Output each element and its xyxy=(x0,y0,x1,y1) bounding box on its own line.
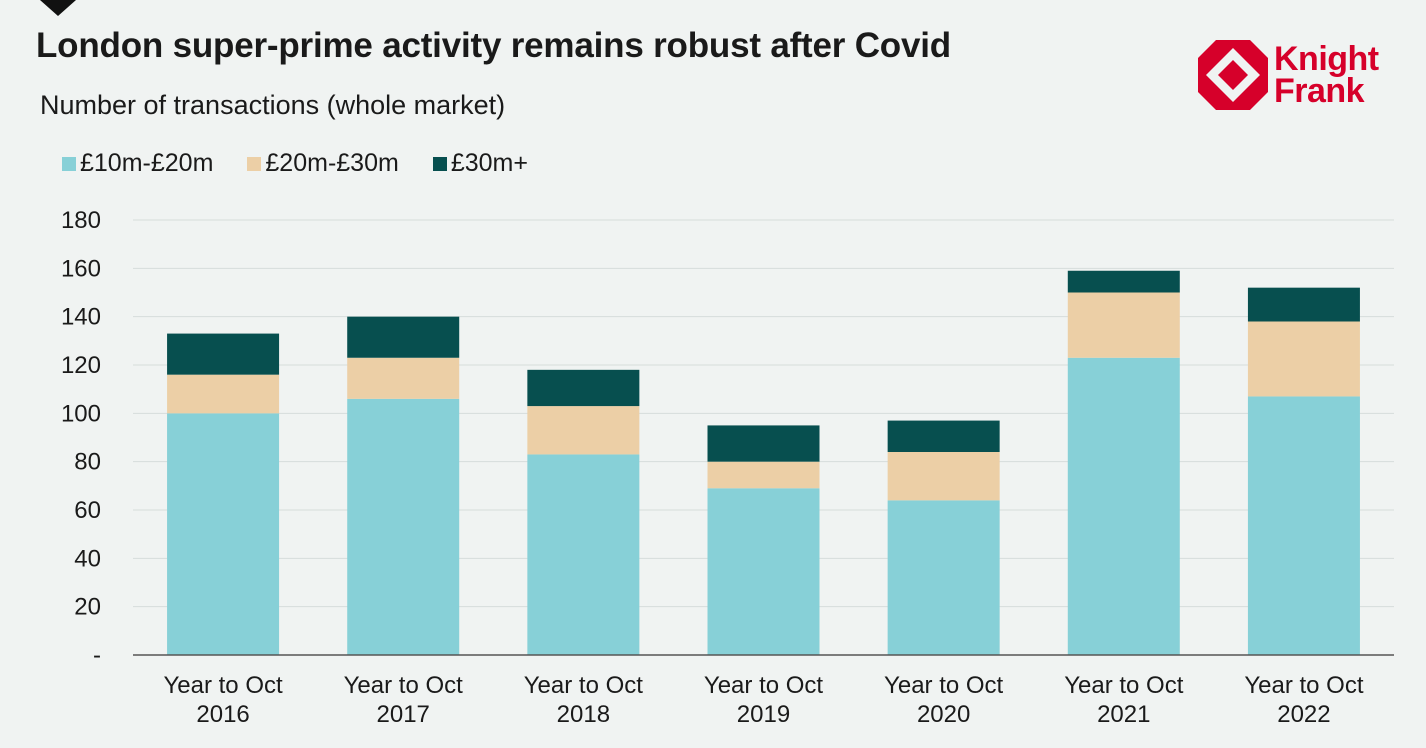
legend-label-series-1: £10m-£20m xyxy=(80,149,214,177)
x-tick-label: 2020 xyxy=(917,701,970,728)
bar-segment-series-1 xyxy=(707,488,820,655)
bar-segment-series-3 xyxy=(707,425,820,462)
y-tick-label: 120 xyxy=(61,352,101,379)
y-tick-label: 180 xyxy=(61,207,101,234)
bar-segment-series-3 xyxy=(887,420,1000,452)
x-tick-label: 2021 xyxy=(1097,701,1150,728)
legend-swatch-series-3 xyxy=(432,156,447,171)
top-marker-icon xyxy=(40,0,76,16)
y-tick-label: 60 xyxy=(74,497,101,524)
knight-frank-wordmark: Knight Frank xyxy=(1274,40,1379,110)
bar-segment-series-2 xyxy=(527,406,640,455)
legend-swatch-series-2 xyxy=(247,156,262,171)
x-tick-label: Year to Oct xyxy=(344,672,464,699)
knight-frank-logo: Knight Frank xyxy=(1198,40,1379,110)
bar-segment-series-2 xyxy=(347,357,460,399)
x-tick-label: 2016 xyxy=(196,701,249,728)
legend-label-series-3: £30m+ xyxy=(450,149,528,177)
legend-item-series-3: £30m+ xyxy=(432,149,528,178)
x-tick-label: Year to Oct xyxy=(524,672,644,699)
x-tick-label: Year to Oct xyxy=(163,672,283,699)
knight-frank-mark-icon xyxy=(1198,40,1268,110)
legend-item-series-2: £20m-£30m xyxy=(247,149,399,178)
bar-segment-series-2 xyxy=(707,461,820,489)
bar-segment-series-3 xyxy=(347,316,460,358)
x-tick-label: 2022 xyxy=(1277,701,1330,728)
y-tick-label: 100 xyxy=(61,400,101,427)
bar-segment-series-3 xyxy=(1247,287,1360,322)
y-tick-label: 140 xyxy=(61,304,101,331)
bar-segment-series-3 xyxy=(167,333,280,375)
legend-swatch-series-1 xyxy=(62,156,76,171)
bar-segment-series-2 xyxy=(1067,292,1180,358)
legend-item-series-1: £10m-£20m xyxy=(62,149,213,178)
bar-segment-series-1 xyxy=(1067,357,1180,655)
bar-segment-series-2 xyxy=(1247,321,1360,397)
chart-subtitle: Number of transactions (whole market) xyxy=(40,90,506,120)
bar-segment-series-1 xyxy=(167,413,280,655)
legend-label-series-2: £20m-£30m xyxy=(265,149,399,177)
bar-segment-series-2 xyxy=(887,452,1000,501)
x-tick-label: 2018 xyxy=(557,701,610,728)
x-tick-label: 2019 xyxy=(737,701,790,728)
bar-segment-series-3 xyxy=(527,369,640,407)
y-tick-label: 80 xyxy=(74,449,101,476)
bar-segment-series-2 xyxy=(167,374,280,414)
y-tick-label: 40 xyxy=(74,545,101,572)
logo-line-1: Knight xyxy=(1274,40,1379,78)
bar-segment-series-1 xyxy=(887,500,1000,655)
x-tick-label: Year to Oct xyxy=(704,672,824,699)
x-tick-label: Year to Oct xyxy=(884,672,1004,699)
y-tick-label: - xyxy=(93,642,101,669)
legend: £10m-£20m £20m-£30m £30m+ xyxy=(62,149,528,178)
x-tick-label: Year to Oct xyxy=(1064,672,1184,699)
logo-line-2: Frank xyxy=(1274,72,1365,110)
bar-segment-series-1 xyxy=(527,454,640,655)
y-tick-label: 20 xyxy=(74,594,101,621)
y-tick-label: 160 xyxy=(61,255,101,282)
chart-title: London super-prime activity remains robu… xyxy=(36,26,951,65)
bar-segment-series-1 xyxy=(1247,396,1360,655)
x-tick-label: Year to Oct xyxy=(1244,672,1364,699)
x-tick-label: 2017 xyxy=(377,701,430,728)
bar-segment-series-3 xyxy=(1067,270,1180,293)
bar-segment-series-1 xyxy=(347,398,460,655)
